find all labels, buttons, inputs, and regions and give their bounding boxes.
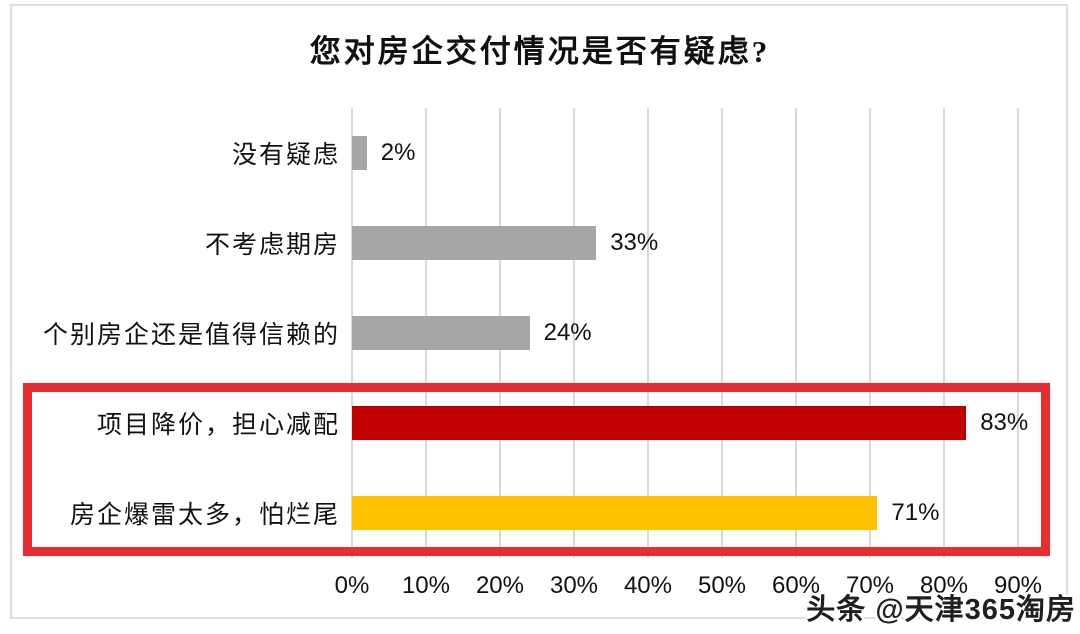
outer-frame (10, 4, 1068, 619)
gridline (1017, 108, 1019, 558)
bar-row: 83% (352, 378, 1028, 468)
bar-value-label: 83% (980, 409, 1029, 436)
bar-row: 2% (352, 108, 1018, 198)
gridline (942, 108, 945, 558)
bar-price-cut-worry (352, 406, 967, 440)
bar-value-label: 24% (543, 319, 592, 346)
bar-no-doubts (352, 136, 367, 170)
category-label: 没有疑虑 (231, 142, 340, 169)
gridline (646, 108, 649, 558)
bar-value-label: 33% (610, 229, 659, 256)
x-tick: 50% (697, 572, 747, 599)
y-axis-category-labels: 没有疑虑 不考虑期房 个别房企还是值得信赖的 项目降价，担心减配 房企爆雷太多，… (12, 108, 340, 558)
watermark-text: 头条 @天津365淘房 (806, 594, 1076, 626)
x-tick: 10% (401, 572, 451, 599)
x-tick: 60% (771, 572, 821, 599)
bar-value-label: 71% (891, 499, 940, 526)
bar-value-label: 2% (380, 139, 416, 166)
bar-row: 71% (352, 468, 1018, 558)
plot-area: 2% 33% 24% 83% 71% (351, 108, 1028, 558)
x-tick: 20% (475, 572, 525, 599)
category-label: 个别房企还是值得信赖的 (42, 322, 340, 349)
bar-unfinished-worry (352, 496, 878, 530)
category-label: 房企爆雷太多，怕烂尾 (69, 502, 340, 529)
gridline (721, 108, 723, 558)
bar-rows: 2% 33% 24% 83% 71% (352, 108, 1028, 558)
bar-no-presale (352, 226, 597, 260)
x-axis-tick-labels: 0% 10% 20% 30% 40% 50% 60% 70% 80% 90% (335, 572, 1042, 602)
x-tick: 40% (623, 572, 673, 599)
x-tick: 0% (334, 572, 370, 599)
bar-some-trustworthy (352, 316, 530, 350)
x-tick: 70% (845, 572, 895, 599)
x-tick: 90% (993, 572, 1043, 599)
gridline (869, 108, 871, 558)
gridline (573, 108, 575, 558)
gridline (795, 108, 797, 558)
bar-row: 33% (352, 198, 1018, 288)
category-label: 不考虑期房 (204, 232, 340, 259)
highlight-annotation-box (23, 383, 1050, 556)
category-label: 项目降价，担心减配 (96, 412, 340, 439)
x-tick: 80% (919, 572, 969, 599)
chart-title: 您对房企交付情况是否有疑虑? (309, 34, 771, 69)
x-tick: 30% (549, 572, 599, 599)
bar-row: 24% (352, 288, 1018, 378)
